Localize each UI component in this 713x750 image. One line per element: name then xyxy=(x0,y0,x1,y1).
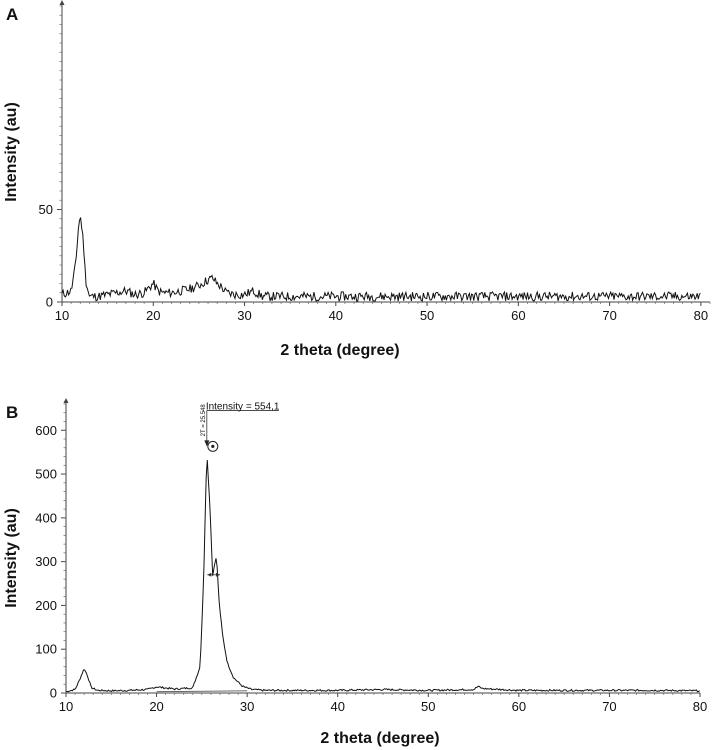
chart-panel-a: A 10 20 30 40 50 60 70 80 050 2 theta (degree) … xyxy=(3,0,711,359)
x-tick-label: 20 xyxy=(146,308,160,323)
y-ticks-a: 0 50 xyxy=(39,0,65,310)
y-axis-title-b: Intensity (au) xyxy=(3,508,20,608)
peak-target-dot xyxy=(211,444,215,448)
x-tick-label: 80 xyxy=(693,699,707,714)
y-tick-label: 100 xyxy=(35,642,57,657)
y-tick-label: 0 xyxy=(50,686,57,701)
x-tick-label: 10 xyxy=(59,699,73,714)
x-tick-label: 80 xyxy=(694,308,708,323)
x-tick-label: 70 xyxy=(602,699,616,714)
peak-target-icon xyxy=(207,440,219,452)
peak-position-label: 2T = 25.548 xyxy=(201,404,207,437)
data-line-a xyxy=(61,217,701,303)
x-tick-label: 40 xyxy=(329,308,343,323)
x-ticks-b: 10 20 30 40 50 60 70 80 xyxy=(59,693,707,714)
peak-arrow-icon xyxy=(204,440,210,447)
y-tick-label: 200 xyxy=(35,598,57,613)
x-tick-label: 30 xyxy=(240,699,254,714)
x-axis-title-b: 2 theta (degree) xyxy=(320,730,439,747)
x-tick-label: 40 xyxy=(330,699,344,714)
x-tick-label: 30 xyxy=(237,308,251,323)
x-tick-label: 50 xyxy=(420,308,434,323)
y-minor-ticks-b xyxy=(63,403,66,694)
baseline-b xyxy=(156,690,248,693)
x-axis-title-a: 2 theta (degree) xyxy=(280,342,399,359)
peak-annotation: Intensity = 554,1 2T = 25.548 xyxy=(201,401,280,577)
panel-label-b: B xyxy=(6,403,18,422)
panel-label-a: A xyxy=(6,5,18,24)
y-tick-label: 500 xyxy=(35,467,57,482)
x-tick-label: 60 xyxy=(511,308,525,323)
chart-panel-b: B 10 20 30 40 50 60 70 80 0 100 200 300 400 500 600 I… xyxy=(3,398,707,747)
y-ticks-b: 0 100 200 300 400 500 600 xyxy=(35,398,69,701)
x-tick-label: 10 xyxy=(55,308,69,323)
x-tick-label: 60 xyxy=(512,699,526,714)
data-line-b xyxy=(65,459,700,693)
y-tick-label: 600 xyxy=(35,423,57,438)
x-ticks-a: 10 20 30 40 50 60 70 80 xyxy=(55,302,711,323)
fwhm-left-arrow-icon xyxy=(207,572,212,577)
x-tick-label: 20 xyxy=(149,699,163,714)
b-y-axis-arrow-icon xyxy=(63,398,69,403)
y-tick-label: 0 xyxy=(46,295,53,310)
y-tick-label: 300 xyxy=(35,554,57,569)
x-tick-label: 50 xyxy=(421,699,435,714)
fwhm-right-arrow-icon xyxy=(215,572,220,577)
peak-intensity-label: Intensity = 554,1 xyxy=(206,401,280,412)
y-minor-ticks-a xyxy=(59,5,62,303)
a-y-axis-arrow-icon xyxy=(59,0,65,5)
y-axis-title-a: Intensity (au) xyxy=(3,102,20,202)
x-tick-label: 70 xyxy=(602,308,616,323)
y-tick-label: 50 xyxy=(39,202,53,217)
y-tick-label: 400 xyxy=(35,510,57,525)
